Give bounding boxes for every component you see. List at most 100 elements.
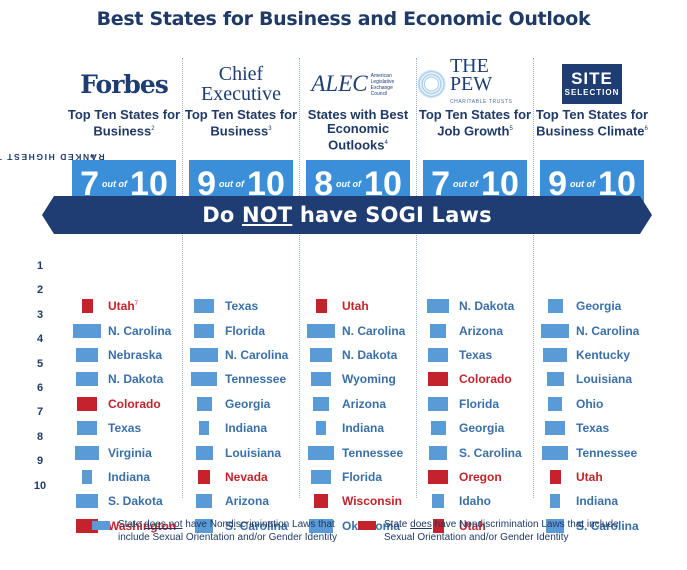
state-row: Georgia: [183, 392, 299, 416]
state-shape-icon: [195, 445, 213, 460]
state-row: Louisiana: [534, 367, 650, 391]
state-name: Washington: [108, 518, 177, 533]
sogi-banner: Do NOT have SOGI Laws: [42, 196, 652, 234]
state-row: N. Dakota: [300, 343, 416, 367]
state-name: Louisiana: [225, 445, 282, 460]
state-shape-icon: [547, 299, 563, 314]
state-shape-icon: [194, 323, 214, 338]
state-row: Oregon: [417, 465, 533, 489]
state-name: Indiana: [576, 494, 619, 509]
state-name: Florida: [342, 469, 383, 484]
pew-logo: THE PEW CHARITABLE TRUSTS: [417, 56, 533, 106]
state-row: S. Dakota: [66, 489, 182, 513]
state-row: Georgia: [417, 416, 533, 440]
alec-logo: ALEC American Legislative Exchange Counci…: [311, 70, 395, 98]
legend-no-sogi: State does not have Nondiscrimination La…: [92, 518, 368, 544]
rank-direction-label: RANKED HIGHEST TO LOWEST »: [0, 152, 105, 162]
legend-has-sogi: State does have Nondiscrimination Laws t…: [358, 518, 644, 544]
state-shape-icon: [541, 323, 569, 338]
state-shape-icon: [199, 421, 209, 436]
state-name: Idaho: [459, 494, 491, 509]
state-name: Wisconsin: [342, 494, 402, 509]
state-row: S. Carolina: [183, 514, 299, 538]
state-shape-icon: [314, 494, 328, 509]
state-name: Indiana: [225, 421, 268, 436]
state-name: Tennessee: [225, 372, 287, 387]
sun-icon: [417, 69, 446, 99]
state-shape-icon: [77, 421, 97, 436]
state-name: Wyoming: [342, 372, 396, 387]
state-name: N. Carolina: [342, 323, 406, 338]
state-row: Georgia: [534, 294, 650, 318]
rank-number: 6: [36, 381, 44, 394]
state-shape-icon: [194, 299, 214, 314]
rank-number: 8: [36, 430, 44, 443]
state-name: Tennessee: [576, 445, 638, 460]
state-row: N. Dakota: [417, 294, 533, 318]
rank-number: 7: [36, 406, 44, 419]
state-shape-icon: [190, 347, 218, 362]
state-name: Arizona: [342, 396, 387, 411]
state-row: Arizona: [183, 489, 299, 513]
state-row: Indiana: [66, 465, 182, 489]
state-shape-icon: [432, 494, 444, 509]
state-list: Utah7 N. Carolina Nebraska N. Dakota Colorad…: [66, 294, 182, 538]
state-row: Utah: [417, 514, 533, 538]
state-row: N. Dakota: [66, 367, 182, 391]
state-row: Idaho: [417, 489, 533, 513]
state-name: N. Carolina: [576, 323, 640, 338]
rank-number: 2: [36, 284, 44, 297]
state-name: Texas: [108, 421, 142, 436]
state-name: Arizona: [225, 494, 270, 509]
state-name: Utah: [576, 469, 603, 484]
state-row: Utah: [534, 465, 650, 489]
state-name: N. Dakota: [108, 372, 164, 387]
state-shape-icon: [311, 469, 331, 484]
state-row: Indiana: [534, 489, 650, 513]
column-alec: ALEC American Legislative Exchange Counci…: [300, 40, 417, 533]
column-heading: Top Ten States for Business2: [67, 107, 181, 139]
source-columns: Forbes Top Ten States for Business2 7 ou…: [66, 40, 650, 533]
state-row: Nebraska: [66, 343, 182, 367]
state-list: Georgia N. Carolina Kentucky Louisiana Ohio T…: [534, 294, 650, 538]
state-row: Utah7: [66, 294, 182, 318]
legend-text: State does have Nondiscrimination Laws t…: [384, 519, 619, 543]
state-shape-icon: [309, 518, 333, 533]
rank-number: 1: [36, 260, 44, 272]
state-row: Utah: [300, 294, 416, 318]
state-shape-icon: [308, 445, 334, 460]
state-row: Tennessee: [300, 440, 416, 464]
legend-text: State does not have Nondiscrimination La…: [118, 519, 338, 543]
state-shape-icon: [196, 396, 212, 411]
state-name: Nebraska: [108, 347, 163, 362]
state-shape-icon: [76, 347, 98, 362]
state-row: N. Carolina: [183, 343, 299, 367]
state-shape-icon: [545, 421, 565, 436]
state-name: Indiana: [108, 469, 151, 484]
state-shape-icon: [315, 299, 327, 314]
state-name: Texas: [459, 347, 493, 362]
state-name: Colorado: [108, 396, 161, 411]
state-name: S. Carolina: [576, 518, 639, 533]
state-row: Arizona: [417, 318, 533, 342]
state-name: Indiana: [342, 421, 385, 436]
forbes-logo: Forbes: [80, 69, 169, 99]
state-shape-icon: [195, 518, 213, 533]
state-name: S. Dakota: [108, 494, 163, 509]
state-row: Florida: [417, 392, 533, 416]
state-shape-icon: [196, 494, 212, 509]
state-row: Kentucky: [534, 343, 650, 367]
state-row: Wisconsin: [300, 489, 416, 513]
state-row: S. Carolina: [417, 440, 533, 464]
legend-swatch-red: [358, 521, 376, 530]
site-selection-logo: SITE SELECTION: [534, 62, 650, 106]
state-shape-icon: [542, 445, 568, 460]
state-shape-icon: [430, 421, 446, 436]
state-shape-icon: [427, 299, 449, 314]
column-chief-executive: Chief Executive Top Ten States for Busin…: [183, 40, 300, 533]
legend-swatch-blue: [92, 521, 110, 530]
state-row: Florida: [183, 318, 299, 342]
state-name: Florida: [225, 323, 266, 338]
state-name: Colorado: [459, 372, 512, 387]
state-name: Florida: [459, 396, 500, 411]
